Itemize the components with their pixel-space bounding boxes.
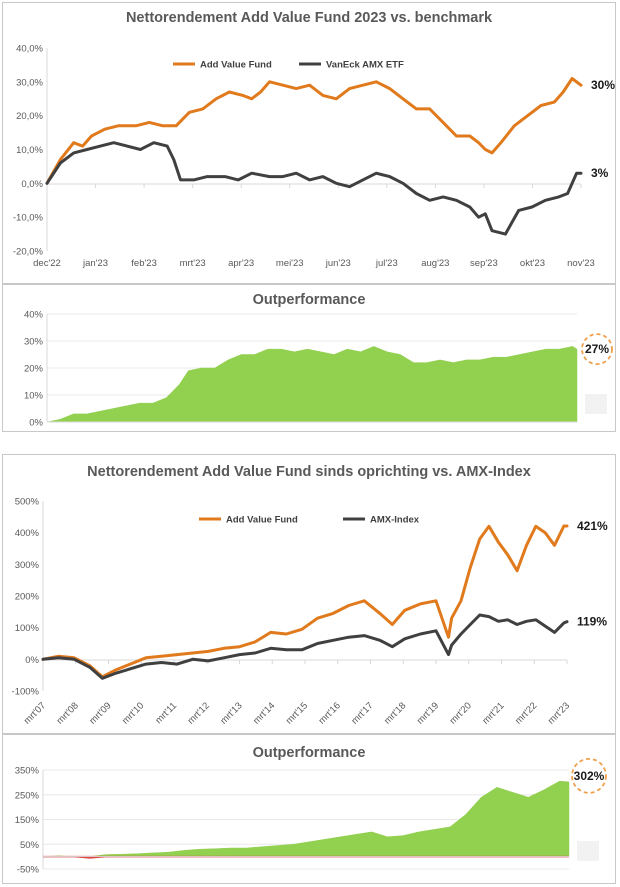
outperformance-since-inception-area (42, 780, 570, 857)
chart-2023-y-tick-label: -10,0% (13, 213, 44, 224)
chart-2023-x-tick-label: apr'23 (228, 258, 254, 269)
chart-since-inception-x-tick-label: mrt'21 (480, 700, 506, 726)
chart-2023-x-tick-label: sep'23 (470, 258, 498, 269)
outperformance-2023-y-tick-label: 10% (24, 391, 44, 402)
outperformance-2023-end-label: 27% (585, 342, 609, 356)
outperformance-2023-title: Outperformance (253, 292, 366, 308)
outperformance-2023-y-tick-label: 0% (29, 418, 43, 429)
outperformance-panel-since-inception: Outperformance 350% 250% 150% 50% -50% 302% (2, 734, 616, 884)
chart-since-inception-series-line-2 (41, 613, 569, 680)
chart-since-inception-end-label-2: 119% (577, 615, 607, 629)
chart-2023-y-tick-label: 20,0% (16, 111, 43, 122)
chart-since-inception-y-tick-label: 0% (25, 655, 39, 666)
chart-since-inception-x-tick-label: mrt'11 (153, 700, 179, 726)
chart-2023-end-label-2: 3% (591, 166, 609, 180)
chart-since-inception-y-tick-label: 500% (15, 497, 40, 508)
chart-since-inception-x-tick-label: mrt'09 (87, 700, 113, 726)
chart-2023-x-tick-label: nov'23 (567, 258, 595, 269)
chart-panel-since-inception: Nettorendement Add Value Fund sinds opri… (2, 454, 616, 734)
chart-since-inception-x-tick-label: mrt'17 (349, 700, 375, 726)
outperformance-since-inception-y-tick-label: 50% (20, 840, 40, 851)
outperformance-2023-watermark-box (585, 394, 607, 414)
chart-since-inception-y-tick-label: 400% (15, 528, 40, 539)
outperformance-2023-y-tick-label: 30% (24, 337, 44, 348)
chart-since-inception-x-tick-label: mrt'13 (218, 700, 244, 726)
chart-since-inception-y-tick-label: -100% (12, 687, 40, 698)
chart-since-inception-y-tick-label: 300% (15, 560, 40, 571)
chart-since-inception-y-tick-label: 100% (15, 623, 40, 634)
chart-2023-x-tick-label: mei'23 (276, 258, 304, 269)
outperformance-2023-y-tick-label: 40% (24, 310, 44, 321)
chart-since-inception-legend-label-2: AMX-Index (370, 515, 420, 526)
chart-2023-svg: Nettorendement Add Value Fund 2023 vs. b… (13, 10, 615, 269)
chart-2023-end-label-1: 30% (591, 78, 615, 92)
outperformance-2023-area (46, 346, 578, 423)
chart-since-inception-x-tick-label: mrt'19 (415, 700, 441, 726)
chart-2023-y-tick-label: 30,0% (16, 77, 43, 88)
chart-since-inception-x-tick-label: mrt'18 (382, 700, 408, 726)
chart-since-inception-legend-label-1: Add Value Fund (226, 515, 298, 526)
chart-2023-series-line-1 (45, 77, 583, 185)
outperformance-since-inception-end-label: 302% (574, 769, 605, 783)
chart-since-inception-title: Nettorendement Add Value Fund sinds opri… (87, 464, 531, 480)
chart-since-inception-x-tick-label: mrt'15 (284, 700, 310, 726)
outperformance-since-inception-y-tick-label: 350% (15, 766, 40, 777)
chart-2023-x-tick-label: feb'23 (131, 258, 157, 269)
chart-2023-y-tick-label: 10,0% (16, 145, 43, 156)
chart-2023-x-tick-label: mrt'23 (180, 258, 206, 269)
outperformance-since-inception-y-tick-label: -50% (17, 865, 40, 876)
outperformance-since-inception-watermark-box (577, 841, 599, 861)
chart-2023-y-tick-label: 0,0% (21, 179, 43, 190)
chart-2023-y-tick-label: -20,0% (13, 247, 44, 258)
chart-since-inception-x-tick-label: mrt'10 (120, 700, 146, 726)
outperformance-2023-end-label-circle (581, 333, 613, 365)
chart-since-inception-x-tick-label: mrt'12 (186, 700, 212, 726)
outperformance-since-inception-end-label-circle (571, 757, 607, 794)
chart-2023-title: Nettorendement Add Value Fund 2023 vs. b… (126, 10, 493, 26)
chart-2023-x-tick-label: jul'23 (375, 258, 398, 269)
chart-since-inception-svg: Nettorendement Add Value Fund sinds opri… (12, 464, 608, 727)
chart-2023-y-tick-label: 40,0% (16, 44, 43, 55)
outperformance-2023-svg: Outperformance 40% 30% 20% 10% 0% 27% (24, 292, 613, 429)
outperformance-since-inception-title: Outperformance (253, 745, 366, 761)
outperformance-since-inception-y-tick-label: 250% (15, 790, 40, 801)
chart-since-inception-y-tick-label: 200% (15, 592, 40, 603)
chart-since-inception-x-tick-label: mrt'23 (546, 700, 572, 726)
chart-2023-x-tick-label: okt'23 (520, 258, 545, 269)
chart-2023-legend-label-1: Add Value Fund (200, 60, 272, 71)
chart-since-inception-x-tick-label: mrt'16 (317, 700, 343, 726)
chart-since-inception-series-line-1 (41, 524, 569, 679)
chart-since-inception-x-tick-label: mrt'14 (251, 700, 277, 726)
chart-since-inception-x-tick-label: mrt'08 (55, 700, 81, 726)
outperformance-panel-2023: Outperformance 40% 30% 20% 10% 0% 27% (2, 284, 616, 432)
chart-2023-legend-label-2: VanEck AMX ETF (326, 60, 404, 71)
chart-2023-x-tick-label: aug'23 (421, 258, 449, 269)
chart-2023-x-tick-label: jan'23 (82, 258, 108, 269)
chart-2023-x-tick-label: jun'23 (325, 258, 351, 269)
outperformance-since-inception-y-tick-label: 150% (15, 815, 40, 826)
outperformance-2023-y-tick-label: 20% (24, 364, 44, 375)
chart-since-inception-x-tick-label: mrt'22 (513, 700, 539, 726)
outperformance-since-inception-svg: Outperformance 350% 250% 150% 50% -50% 302% (15, 745, 607, 876)
chart-panel-2023: Nettorendement Add Value Fund 2023 vs. b… (2, 2, 616, 284)
chart-2023-x-tick-label: dec'22 (33, 258, 61, 269)
chart-since-inception-x-tick-label: mrt'07 (22, 700, 48, 726)
chart-2023-series-line-2 (45, 141, 583, 236)
chart-since-inception-x-tick-label: mrt'20 (448, 700, 474, 726)
chart-since-inception-end-label-1: 421% (577, 519, 608, 533)
